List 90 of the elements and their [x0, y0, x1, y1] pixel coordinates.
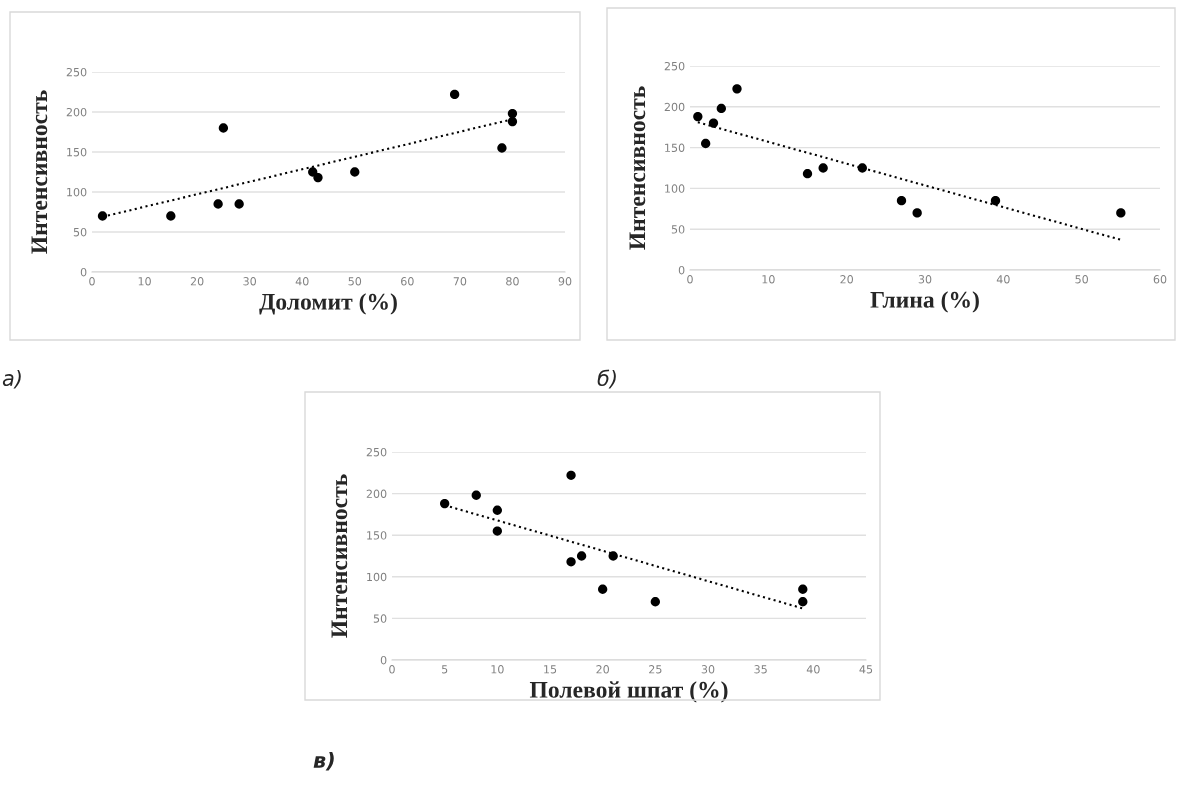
point	[440, 498, 450, 509]
point	[218, 123, 229, 133]
y-tick-label: 0	[380, 655, 387, 665]
y-tick-label: 50	[73, 227, 87, 237]
x-tick-label: 60	[1153, 275, 1167, 284]
x-tick-label: 30	[918, 275, 932, 284]
x-tick-label: 50	[348, 277, 362, 286]
y-axis-title: Интенсивность	[31, 90, 48, 254]
point	[507, 108, 518, 119]
y-tick-label: 50	[373, 614, 387, 623]
point	[716, 103, 726, 114]
point	[492, 526, 502, 536]
y-tick-label: 250	[66, 67, 87, 77]
point	[576, 551, 587, 561]
point	[1116, 208, 1126, 218]
point	[608, 551, 618, 561]
x-tick-label: 60	[401, 277, 414, 286]
point	[650, 597, 660, 607]
point	[912, 208, 922, 218]
x-tick-label: 0	[687, 275, 693, 284]
x-axis-title: Глина (%)	[870, 291, 979, 313]
point	[350, 167, 360, 177]
x-tick-label: 10	[762, 275, 775, 284]
x-tick-label: 50	[1075, 275, 1088, 284]
x-tick-label: 0	[89, 277, 95, 286]
point	[449, 89, 460, 100]
point	[313, 172, 323, 183]
point	[234, 199, 244, 209]
point	[732, 84, 742, 94]
y-tick-label: 150	[367, 531, 387, 540]
x-tick-label: 40	[996, 275, 1010, 284]
point	[798, 584, 808, 594]
text: в)	[313, 751, 334, 771]
x-tick-label: 35	[754, 665, 767, 674]
y-tick-label: 250	[664, 61, 685, 71]
point	[492, 505, 502, 515]
x-tick-label: 20	[840, 275, 853, 284]
y-tick-label: 100	[367, 572, 387, 582]
x-tick-label: 45	[859, 665, 873, 674]
y-tick-label: 150	[67, 147, 87, 157]
point	[308, 167, 318, 177]
x-tick-label: 40	[806, 665, 820, 674]
x-tick-label: 30	[243, 277, 256, 286]
x-tick-label: 40	[295, 277, 309, 286]
point	[990, 195, 1001, 206]
point	[507, 116, 518, 127]
point	[708, 118, 719, 128]
y-tick-label: 0	[678, 265, 685, 275]
point	[497, 143, 507, 153]
x-tick-label: 80	[506, 277, 519, 286]
x-axis-title: Доломит (%)	[259, 293, 397, 315]
point	[798, 597, 808, 607]
y-tick-label: 50	[671, 225, 685, 234]
y-tick-label: 200	[366, 489, 387, 498]
point	[598, 584, 608, 594]
y-tick-label: 100	[67, 187, 87, 197]
x-tick-label: 30	[701, 665, 715, 674]
y-tick-label: 0	[80, 267, 87, 277]
y-tick-label: 200	[66, 107, 87, 117]
x-tick-label: 90	[558, 277, 572, 286]
point	[896, 195, 907, 206]
x-tick-label: 10	[491, 665, 504, 674]
point	[701, 138, 711, 149]
x-tick-label: 0	[389, 665, 395, 674]
y-axis-title: Интенсивность	[629, 86, 646, 250]
x-tick-label: 20	[596, 665, 609, 674]
x-axis-title: Полевой шпат (%)	[529, 681, 728, 703]
point	[166, 211, 176, 221]
x-tick-label: 10	[138, 277, 151, 286]
x-tick-label: 25	[649, 665, 662, 674]
x-tick-label: 15	[544, 665, 557, 674]
point	[213, 199, 223, 209]
text: б)	[597, 369, 616, 389]
y-tick-label: 200	[664, 102, 685, 112]
y-axis-title: Интенсивность	[331, 474, 348, 638]
point	[471, 490, 481, 500]
point	[857, 163, 867, 173]
x-tick-label: 20	[190, 277, 204, 286]
x-tick-label: 5	[441, 665, 448, 674]
y-tick-label: 100	[665, 184, 685, 193]
point	[566, 557, 576, 567]
point	[566, 470, 576, 480]
x-tick-label: 70	[453, 277, 467, 286]
point	[818, 163, 828, 173]
y-tick-label: 250	[366, 447, 387, 457]
y-tick-label: 150	[665, 143, 685, 152]
point	[97, 211, 108, 221]
text: а)	[2, 369, 21, 389]
point	[693, 111, 703, 122]
point	[802, 169, 813, 179]
